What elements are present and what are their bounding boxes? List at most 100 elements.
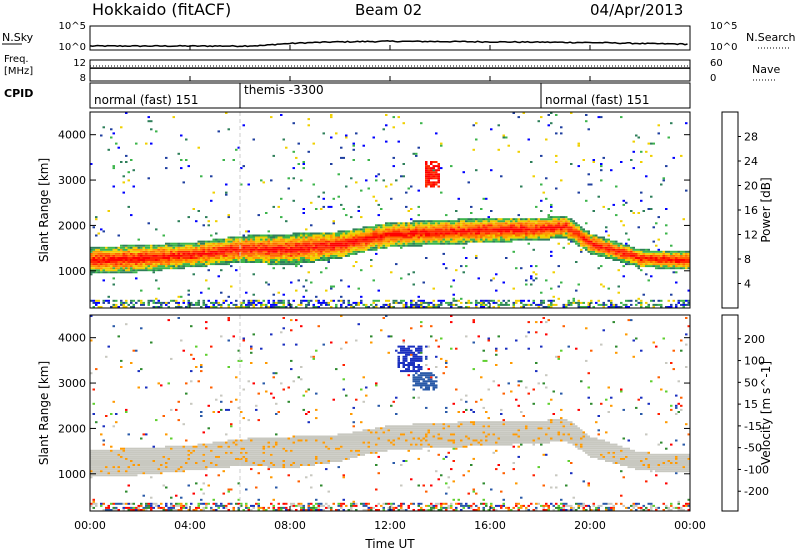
heatmap-cell [525, 224, 528, 227]
heatmap-cell [687, 259, 690, 261]
heatmap-cell [232, 257, 235, 259]
heatmap-cell [107, 470, 110, 473]
heatmap-cell [530, 230, 533, 233]
heatmap-cell [602, 156, 605, 159]
heatmap-cell [437, 226, 440, 229]
heatmap-cell [180, 504, 183, 507]
heatmap-cell [597, 299, 600, 302]
heatmap-cell [327, 244, 330, 247]
heatmap-cell [190, 466, 193, 469]
heatmap-cell [257, 240, 260, 243]
heatmap-cell [150, 142, 153, 145]
heatmap-cell [412, 283, 415, 286]
heatmap-cell [97, 457, 100, 460]
heatmap-cell [182, 445, 185, 448]
heatmap-cell [247, 299, 250, 302]
heatmap-cell [357, 228, 360, 231]
heatmap-cell [355, 228, 358, 231]
heatmap-cell [190, 259, 193, 261]
heatmap-cell [130, 269, 133, 272]
heatmap-cell [182, 181, 185, 184]
heatmap-cell [100, 502, 103, 505]
heatmap-cell [150, 506, 153, 509]
heatmap-cell [582, 246, 585, 249]
heatmap-cell [365, 242, 368, 245]
heatmap-cell [270, 238, 273, 241]
heatmap-cell [125, 466, 128, 469]
heatmap-cell [637, 252, 640, 255]
heatmap-cell [102, 279, 105, 282]
heatmap-cell [135, 506, 138, 509]
heatmap-cell [210, 506, 213, 509]
heatmap-cell [172, 464, 175, 466]
heatmap-cell [427, 177, 430, 180]
heatmap-cell [577, 303, 580, 306]
heatmap-cell [577, 306, 580, 308]
heatmap-cell [535, 236, 538, 239]
heatmap-cell [122, 267, 125, 270]
heatmap-cell [150, 453, 153, 456]
heatmap-cell [212, 242, 215, 245]
heatmap-cell [120, 259, 123, 261]
heatmap-cell [345, 185, 348, 188]
heatmap-cell [212, 238, 215, 241]
heatmap-cell [505, 222, 508, 225]
heatmap-cell [272, 234, 275, 237]
heatmap-cell [657, 263, 660, 266]
heatmap-cell [622, 257, 625, 259]
heatmap-cell [447, 232, 450, 235]
heatmap-cell [90, 254, 93, 257]
heatmap-cell [587, 306, 590, 308]
heatmap-cell [325, 252, 328, 255]
heatmap-cell [185, 382, 188, 385]
heatmap-cell [225, 259, 228, 261]
heatmap-cell [470, 236, 473, 239]
heatmap-cell [542, 301, 545, 304]
heatmap-cell [427, 173, 430, 176]
heatmap-cell [230, 238, 233, 241]
heatmap-cell [307, 252, 310, 255]
heatmap-cell [590, 240, 593, 243]
heatmap-cell [252, 240, 255, 243]
heatmap-cell [112, 449, 115, 452]
station-title: Hokkaido (fitACF) [92, 0, 231, 19]
heatmap-cell [175, 263, 178, 266]
heatmap-cell [452, 230, 455, 233]
heatmap-cell [605, 242, 608, 245]
heatmap-cell [205, 464, 208, 466]
heatmap-cell [187, 453, 190, 456]
heatmap-cell [110, 462, 113, 464]
heatmap-cell [170, 263, 173, 266]
heatmap-cell [157, 265, 160, 268]
heatmap-cell [337, 238, 340, 241]
heatmap-cell [625, 248, 628, 251]
heatmap-cell [297, 257, 300, 259]
heatmap-cell [672, 254, 675, 257]
heatmap-cell [207, 263, 210, 266]
heatmap-cell [202, 443, 205, 446]
heatmap-cell [307, 303, 310, 306]
heatmap-cell [452, 238, 455, 241]
heatmap-cell [185, 248, 188, 251]
heatmap-cell [527, 226, 530, 229]
heatmap-cell [545, 177, 548, 180]
heatmap-cell [307, 244, 310, 247]
heatmap-cell [92, 269, 95, 272]
heatmap-cell [610, 306, 613, 308]
heatmap-cell [257, 214, 260, 217]
heatmap-cell [232, 252, 235, 255]
heatmap-cell [602, 254, 605, 257]
heatmap-cell [165, 301, 168, 304]
heatmap-cell [105, 460, 108, 462]
heatmap-cell [145, 509, 148, 511]
heatmap-cell [312, 236, 315, 239]
heatmap-cell [625, 242, 628, 245]
heatmap-cell [187, 293, 190, 296]
heatmap-cell [620, 220, 623, 223]
heatmap-cell [280, 240, 283, 243]
heatmap-cell [505, 240, 508, 243]
heatmap-cell [147, 449, 150, 452]
heatmap-cell [355, 244, 358, 247]
heatmap-cell [407, 273, 410, 276]
heatmap-cell [525, 228, 528, 231]
